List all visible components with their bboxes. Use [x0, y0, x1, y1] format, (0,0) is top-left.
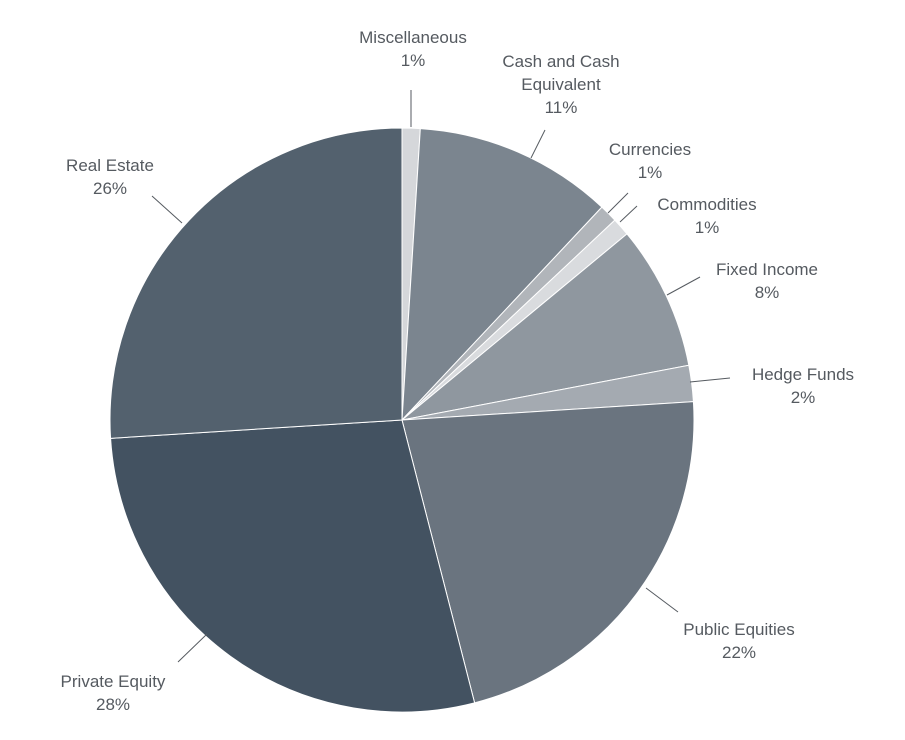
label-fixed-income: Fixed Income 8% — [716, 260, 818, 302]
label-miscellaneous: Miscellaneous 1% — [359, 28, 467, 70]
label-name-currencies: Currencies — [609, 140, 691, 159]
label-name-fixed-income: Fixed Income — [716, 260, 818, 279]
label-name-public-equities: Public Equities — [683, 620, 795, 639]
leader-currencies — [607, 192, 629, 214]
label-name-cash-and-cash-equivalent: Cash and Cash — [502, 52, 619, 71]
leader-fixed-income — [666, 276, 701, 296]
label-value-hedge-funds: 2% — [791, 388, 816, 407]
label-name-hedge-funds: Hedge Funds — [752, 365, 854, 384]
label-value-fixed-income: 8% — [755, 283, 780, 302]
leader-hedge-funds — [689, 377, 731, 383]
slice-cash-and-cash-equivalent — [401, 128, 603, 422]
leader-commodities — [619, 205, 638, 223]
slice-private-equity — [110, 419, 476, 713]
label-value-public-equities: 22% — [722, 643, 756, 662]
leader-real-estate — [151, 195, 183, 224]
label-value-real-estate: 26% — [93, 179, 127, 198]
label-private-equity: Private Equity 28% — [61, 672, 166, 714]
label-value-cash-and-cash-equivalent: 11% — [545, 98, 578, 117]
label-name-miscellaneous: Miscellaneous — [359, 28, 467, 47]
label-value-currencies: 1% — [638, 163, 663, 182]
label-commodities: Commodities 1% — [657, 195, 756, 237]
pie-slices — [109, 127, 695, 713]
leader-lines — [151, 90, 731, 663]
label-name-real-estate: Real Estate — [66, 156, 154, 175]
slice-real-estate — [109, 127, 403, 439]
label-name-private-equity: Private Equity — [61, 672, 166, 691]
label-real-estate: Real Estate 26% — [66, 156, 154, 198]
slice-labels: Miscellaneous 1% Cash and Cash Equivalent 11… — [61, 28, 854, 714]
label-public-equities: Public Equities 22% — [683, 620, 795, 662]
label-value-commodities: 1% — [695, 218, 720, 237]
slice-fixed-income — [401, 233, 690, 421]
label-hedge-funds: Hedge Funds 2% — [752, 365, 854, 407]
label-currencies: Currencies 1% — [609, 140, 691, 182]
label-value-private-equity: 28% — [96, 695, 130, 714]
leader-cash-and-cash-equivalent — [530, 129, 546, 159]
label-name-commodities: Commodities — [657, 195, 756, 214]
label-name-cash-and-cash-equivalent: Equivalent — [521, 75, 601, 94]
label-cash-and-cash-equivalent: Cash and Cash Equivalent 11% — [502, 52, 619, 117]
slice-public-equities — [401, 401, 695, 704]
leader-private-equity — [177, 633, 208, 663]
leader-public-equities — [645, 587, 679, 613]
label-value-miscellaneous: 1% — [401, 51, 426, 70]
